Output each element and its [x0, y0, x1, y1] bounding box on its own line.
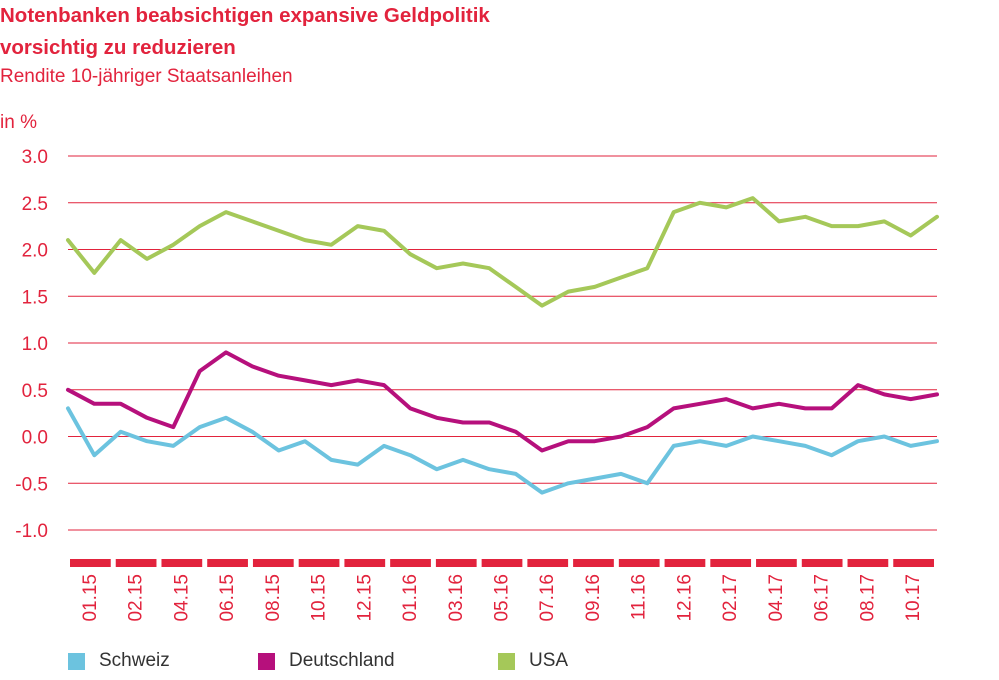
x-axis-segment — [801, 559, 843, 567]
x-tick-label: 08.17 — [857, 574, 878, 622]
legend-item: USA — [498, 650, 568, 672]
x-axis-segment — [893, 559, 934, 567]
chart-title-line-2: vorsichtig zu reduzieren — [0, 36, 236, 59]
x-tick-label: 06.17 — [812, 574, 833, 622]
x-tick-label: 02.15 — [126, 574, 147, 622]
grid-layer — [68, 155, 937, 531]
x-axis: 01.15 02.15 04.15 06.15 08.15 10.15 12.15 01.16… — [70, 559, 934, 622]
y-tick-label: 1.5 — [22, 287, 48, 308]
x-axis-segment — [252, 559, 294, 567]
legend-item: Schweiz — [68, 650, 170, 672]
x-tick-label: 08.15 — [263, 574, 284, 622]
y-tick-label: 3.0 — [22, 147, 48, 168]
series-line-schweiz — [66, 406, 939, 495]
x-axis-segment — [207, 559, 248, 567]
legend-label: Deutschland — [289, 650, 395, 671]
x-tick-label: 02.17 — [720, 574, 741, 622]
x-axis-segment — [573, 559, 614, 567]
series-layer — [66, 196, 939, 495]
legend: Schweiz Deutschland USA — [0, 650, 999, 680]
x-axis-segment — [344, 559, 386, 567]
y-axis-unit-label: in % — [0, 112, 37, 133]
legend-item: Deutschland — [258, 650, 395, 672]
chart-title: Notenbanken beabsichtigen expansive Geld… — [0, 0, 490, 64]
x-axis-segment — [664, 559, 706, 567]
y-tick-labels: 3.0 2.5 2.0 1.5 1.0 0.5 0.0 -0.5 -1.0 — [15, 147, 48, 542]
x-axis-segment — [70, 559, 111, 567]
x-axis-segment — [756, 559, 797, 567]
y-tick-label: -0.5 — [15, 474, 48, 495]
x-tick-label: 06.15 — [217, 574, 238, 622]
chart-title-line-1: Notenbanken beabsichtigen expansive Geld… — [0, 4, 490, 27]
y-tick-label: -1.0 — [15, 521, 48, 542]
y-tick-label: 0.0 — [22, 428, 48, 449]
x-tick-label: 10.15 — [309, 574, 330, 622]
x-axis-segment — [481, 559, 523, 567]
legend-swatch — [68, 652, 85, 670]
x-axis-segment — [847, 559, 889, 567]
x-tick-label: 10.17 — [903, 574, 924, 622]
x-tick-label: 04.17 — [766, 574, 787, 622]
x-tick-label: 07.16 — [537, 574, 558, 622]
line-chart: 3.0 2.5 2.0 1.5 1.0 0.5 0.0 -0.5 -1.0 01.15 02.15… — [15, 147, 939, 622]
x-tick-label: 11.16 — [629, 574, 650, 620]
x-tick-label: 12.15 — [354, 574, 375, 622]
x-axis-segment — [527, 559, 569, 567]
x-tick-label: 01.15 — [80, 574, 101, 622]
x-axis-segment — [115, 559, 157, 567]
x-tick-label: 03.16 — [446, 574, 467, 622]
chart-subtitle: Rendite 10-jähriger Staatsanleihen — [0, 66, 293, 87]
x-tick-label: 01.16 — [400, 574, 421, 622]
x-axis-segment — [710, 559, 752, 567]
series-line-usa — [66, 196, 939, 308]
series-line-deutschland — [66, 350, 939, 453]
legend-swatch — [258, 652, 275, 670]
x-tick-label: 04.15 — [171, 574, 192, 622]
legend-label: Schweiz — [99, 650, 170, 671]
x-tick-label: 12.16 — [674, 574, 695, 622]
x-tick-label: 05.16 — [492, 574, 513, 622]
y-tick-label: 1.0 — [22, 334, 48, 355]
legend-label: USA — [529, 650, 569, 671]
y-tick-label: 2.0 — [22, 241, 48, 262]
y-tick-label: 2.5 — [22, 194, 48, 215]
x-axis-segment — [161, 559, 203, 567]
x-axis-segment — [435, 559, 477, 567]
legend-swatch — [498, 652, 515, 670]
x-axis-segment — [618, 559, 660, 567]
y-tick-label: 0.5 — [22, 381, 48, 402]
x-tick-label: 09.16 — [583, 574, 604, 622]
x-axis-segment — [390, 559, 431, 567]
x-axis-segment — [298, 559, 340, 567]
